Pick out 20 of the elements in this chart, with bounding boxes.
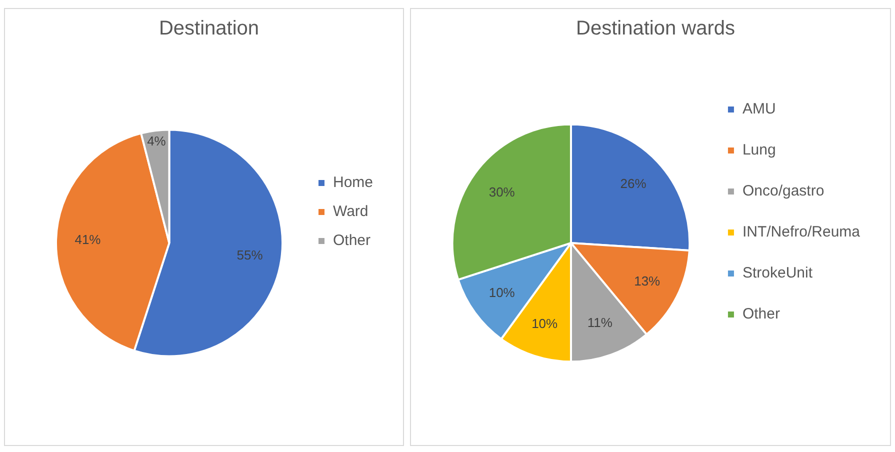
data-label: 30%	[488, 184, 516, 200]
chart-title: Destination wards	[576, 18, 735, 40]
data-label: 26%	[620, 176, 647, 192]
data-label: 10%	[532, 316, 558, 331]
legend-label: AMU	[742, 100, 776, 118]
legend-label: INT/Nefro/Reuma	[742, 224, 861, 241]
data-label: 4%	[147, 133, 166, 148]
legend-label: Other	[332, 232, 371, 250]
legend-label: Ward	[332, 203, 368, 220]
data-label: 41%	[74, 232, 102, 248]
legend-label: StrokeUnit	[742, 264, 814, 282]
legend-label: Home	[332, 174, 374, 192]
data-label: 55%	[236, 247, 264, 262]
legend-label: Lung	[742, 142, 776, 159]
data-label: 13%	[634, 273, 661, 288]
legend-label: Onco/gastro	[742, 182, 824, 200]
data-label: 10%	[488, 284, 516, 300]
data-label: 11%	[587, 314, 613, 330]
legend-label: Other	[742, 306, 780, 323]
chart-title: Destination	[158, 18, 260, 40]
